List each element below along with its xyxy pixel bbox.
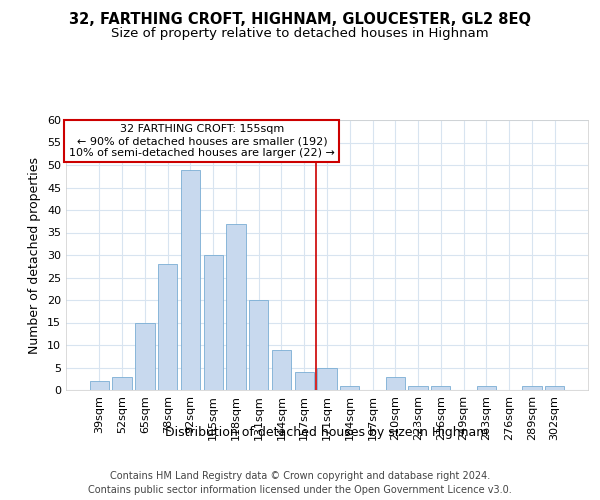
Text: Contains HM Land Registry data © Crown copyright and database right 2024.
Contai: Contains HM Land Registry data © Crown c… — [88, 471, 512, 495]
Bar — [226, 224, 245, 390]
Bar — [409, 386, 428, 390]
Bar — [386, 376, 405, 390]
Bar — [135, 322, 155, 390]
Text: 32, FARTHING CROFT, HIGHNAM, GLOUCESTER, GL2 8EQ: 32, FARTHING CROFT, HIGHNAM, GLOUCESTER,… — [69, 12, 531, 28]
Bar — [431, 386, 451, 390]
Y-axis label: Number of detached properties: Number of detached properties — [28, 156, 41, 354]
Bar — [181, 170, 200, 390]
Text: Size of property relative to detached houses in Highnam: Size of property relative to detached ho… — [111, 28, 489, 40]
Bar — [545, 386, 564, 390]
Bar — [249, 300, 268, 390]
Bar — [295, 372, 314, 390]
Bar — [158, 264, 178, 390]
Text: 32 FARTHING CROFT: 155sqm
← 90% of detached houses are smaller (192)
10% of semi: 32 FARTHING CROFT: 155sqm ← 90% of detac… — [69, 124, 335, 158]
Bar — [90, 381, 109, 390]
Bar — [272, 350, 291, 390]
Bar — [203, 255, 223, 390]
Bar — [340, 386, 359, 390]
Bar — [317, 368, 337, 390]
Text: Distribution of detached houses by size in Highnam: Distribution of detached houses by size … — [166, 426, 488, 439]
Bar — [476, 386, 496, 390]
Bar — [112, 376, 132, 390]
Bar — [522, 386, 542, 390]
